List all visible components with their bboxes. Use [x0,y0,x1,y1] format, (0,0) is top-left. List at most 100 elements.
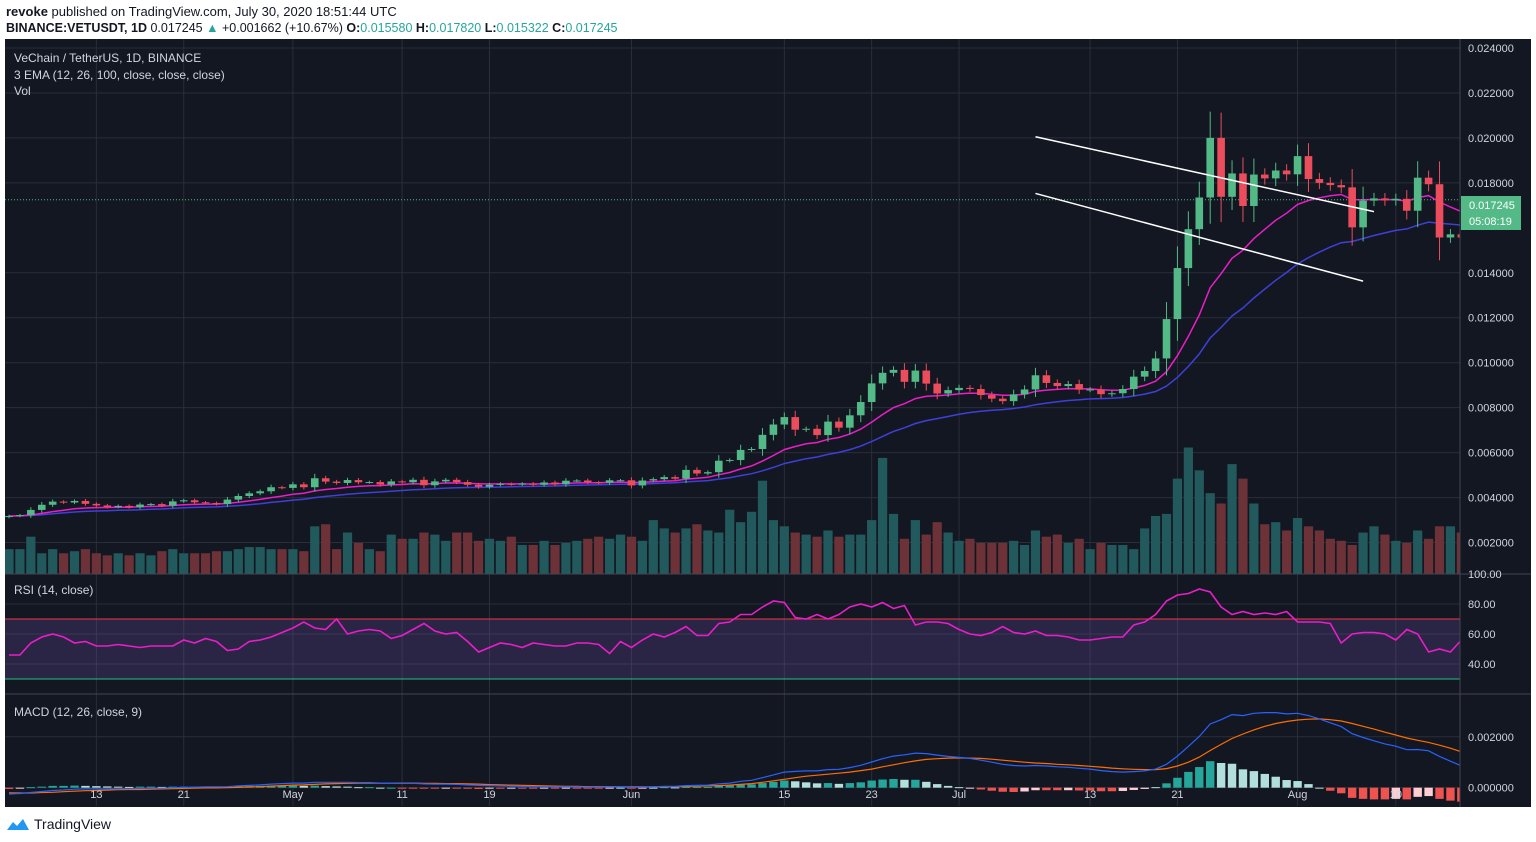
trendlines[interactable] [1035,136,1375,282]
macd-histogram-bar [474,787,483,789]
candle-body [37,504,46,510]
macd-histogram-bar [1435,787,1444,799]
macd-histogram-bar [725,785,734,788]
macd-histogram-bar [736,784,745,788]
high-value: 0.017820 [429,21,482,35]
chart-canvas[interactable]: 13 21 May 11 19 Jun 15 23 Jul 13 21 Aug 10 0.024000 0.… [4,39,1531,807]
ema-legend[interactable]: 3 EMA (12, 26, 100, close, close, close) [14,68,225,82]
price-change: +0.001662 (+10.67%) [221,21,343,35]
volume-bar [408,538,418,574]
macd-histogram-bar [1304,784,1313,788]
volume-bar [146,555,156,574]
rsi-legend[interactable]: RSI (14, close) [14,583,94,597]
candle-body [223,499,232,505]
candle-body [485,484,494,487]
macd-histogram-bar [780,780,789,788]
volume-bar [80,549,91,574]
candle-body [442,479,450,482]
price-tick-label: 0.012000 [1468,313,1514,325]
macd-histogram-bar [310,785,319,788]
volume-bar [528,544,538,574]
candle-body [332,481,341,483]
macd-legend[interactable]: MACD (12, 26, close, 9) [14,705,143,719]
price-tick-label: 0.018000 [1468,178,1514,190]
candle-body [496,483,505,485]
macd-histogram-bar [1140,787,1149,789]
price-tick-label: 0.006000 [1468,448,1514,460]
macd-histogram-bar [419,787,429,789]
volume-bar [1325,538,1335,574]
volume-bar [572,540,582,574]
x-tick-label: Jul [952,789,966,801]
ema-fast-line [8,193,1484,517]
volume-bar [15,549,25,574]
candle-body [594,482,603,484]
candle-body [977,388,985,396]
candle-body [835,421,843,428]
macd-histogram-bar [933,784,942,788]
macd-histogram-bar [485,787,494,789]
macd-histogram-bar [889,779,898,788]
macd-histogram-bar [496,787,505,789]
macd-histogram-bar [561,787,571,789]
candle-body [1282,170,1291,175]
volume-bar [375,551,385,574]
macd-histogram-bar [92,786,101,788]
publisher-name[interactable]: revoke [6,4,48,19]
candle-body [922,370,931,384]
volume-bar [255,547,265,574]
macd-histogram-bar [70,785,79,788]
candle-body [824,421,832,436]
price-tick-label: 0.024000 [1468,43,1514,55]
macd-histogram-bar [354,787,363,789]
ema-lines [5,193,1484,517]
macd-histogram-bar [114,786,123,788]
candle-body [605,480,614,483]
price-tick-label: 0.022000 [1468,88,1514,100]
candle-body [70,500,79,503]
tradingview-brand[interactable]: TradingView [6,816,111,832]
volume-bar [1052,534,1062,574]
candle-body [365,482,374,484]
candle-body [212,502,221,505]
macd-histogram-bar [1380,787,1390,800]
volume-bar [550,544,560,574]
volume-bar [1391,540,1401,574]
main-title-legend[interactable]: VeChain / TetherUS, 1D, BINANCE [14,51,202,65]
candle-body [179,500,188,502]
macd-histogram-bar [343,786,352,788]
candle-body [1446,234,1455,238]
volume-bar [921,534,931,574]
macd-histogram-bar [747,784,756,788]
grid-lines [5,39,1460,806]
volume-bar [605,538,615,574]
macd-histogram-bar [1129,787,1138,790]
macd-histogram-bar [1184,771,1193,788]
volume-bar [1303,526,1314,574]
volume-bar [714,532,724,574]
volume-bar [1292,518,1303,574]
macd-histogram-bar [103,786,112,788]
candle-body [671,477,679,479]
volume-legend[interactable]: Vol [14,84,31,98]
volume-bar [364,549,374,574]
candle-body [1381,198,1389,201]
volume-bar [757,480,768,574]
volume-bar [539,540,549,574]
ema-slow-line [8,221,1484,517]
candle-body [769,424,778,435]
macd-histogram-bar [518,787,527,789]
volume-bar [386,534,396,574]
price-tag: 0.017245 05:08:19 [1461,196,1521,230]
candle-body [321,478,330,482]
volume-bar [659,528,669,574]
macd-histogram-bar [4,787,14,789]
chart-area[interactable]: 13 21 May 11 19 Jun 15 23 Jul 13 21 Aug 10 0.024000 0.… [4,39,1531,807]
candle-body [813,428,821,436]
volume-bar [495,540,505,574]
macd-histogram-bar [1020,787,1029,792]
macd-histogram-bar [441,787,450,789]
volume-bar [1140,528,1150,574]
candle-body [627,480,636,486]
macd-histogram-bar [1118,787,1128,791]
